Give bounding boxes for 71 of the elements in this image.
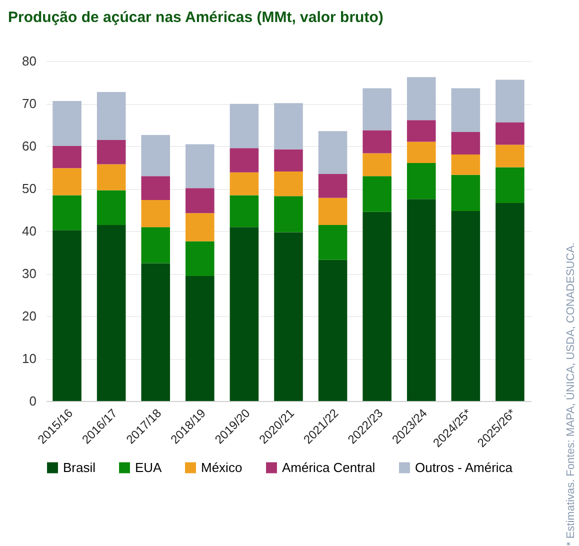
chart-title: Produção de açúcar nas Américas (MMt, valor bruto) bbox=[8, 9, 384, 26]
legend-label: Outros - América bbox=[415, 460, 514, 475]
bar bbox=[230, 172, 259, 196]
bar bbox=[141, 227, 170, 264]
bar bbox=[406, 142, 436, 163]
bar bbox=[230, 227, 259, 401]
bar bbox=[186, 276, 214, 401]
bar bbox=[496, 167, 524, 203]
bar bbox=[96, 164, 126, 190]
bar bbox=[274, 149, 303, 172]
y-tick-label: 40 bbox=[22, 224, 36, 238]
bar bbox=[141, 263, 170, 401]
bar bbox=[451, 211, 480, 401]
y-tick-label: 80 bbox=[22, 54, 36, 68]
y-tick-label: 10 bbox=[22, 351, 36, 366]
bar bbox=[451, 174, 480, 212]
bar bbox=[318, 131, 348, 174]
y-tick-label: 60 bbox=[22, 138, 36, 154]
bar bbox=[496, 144, 524, 168]
bar bbox=[141, 200, 170, 228]
legend-label: Brasil bbox=[63, 460, 96, 475]
bar bbox=[362, 176, 392, 212]
bar bbox=[406, 120, 436, 142]
bar bbox=[52, 230, 82, 401]
bar bbox=[52, 100, 82, 146]
y-tick-label: 0 bbox=[29, 394, 36, 408]
bar bbox=[362, 130, 392, 154]
bar bbox=[406, 77, 436, 120]
legend-label: México bbox=[201, 460, 242, 475]
y-tick-label: 20 bbox=[22, 308, 36, 324]
bar bbox=[274, 232, 303, 401]
bar bbox=[96, 140, 126, 164]
bar bbox=[318, 198, 348, 226]
y-tick-label: 50 bbox=[22, 181, 36, 196]
bar bbox=[96, 190, 126, 226]
y-tick-label: 30 bbox=[22, 266, 36, 281]
bar bbox=[451, 88, 480, 132]
bar bbox=[362, 212, 392, 401]
bar bbox=[230, 104, 259, 148]
legend-label: EUA bbox=[135, 460, 162, 475]
bar bbox=[318, 225, 348, 260]
bar bbox=[230, 148, 259, 172]
bar bbox=[96, 92, 126, 140]
bar bbox=[52, 168, 82, 196]
y-tick-label: 70 bbox=[22, 96, 36, 111]
bar bbox=[318, 174, 348, 198]
bar bbox=[52, 146, 82, 168]
bar bbox=[96, 225, 126, 401]
bar bbox=[362, 88, 392, 130]
bar bbox=[274, 196, 303, 232]
bar bbox=[451, 132, 480, 154]
bar bbox=[406, 163, 436, 200]
bar bbox=[496, 80, 524, 122]
bar bbox=[318, 260, 348, 401]
bar bbox=[274, 103, 303, 150]
bar bbox=[186, 213, 214, 242]
bar bbox=[141, 176, 170, 200]
bar bbox=[274, 172, 303, 196]
bar bbox=[141, 134, 170, 176]
text: * Estimativas. Fontes: MAPA, ÚNICA, USDA, CONADESUCA. bbox=[565, 241, 577, 546]
bar bbox=[496, 202, 524, 401]
bar bbox=[362, 153, 392, 176]
bar bbox=[451, 154, 480, 175]
bar bbox=[186, 241, 214, 276]
bar bbox=[496, 122, 524, 145]
bar bbox=[186, 144, 214, 188]
bar bbox=[230, 195, 259, 228]
legend-label: América Central bbox=[282, 460, 376, 475]
bar bbox=[52, 195, 82, 230]
bar bbox=[406, 199, 436, 401]
bar bbox=[186, 188, 214, 214]
